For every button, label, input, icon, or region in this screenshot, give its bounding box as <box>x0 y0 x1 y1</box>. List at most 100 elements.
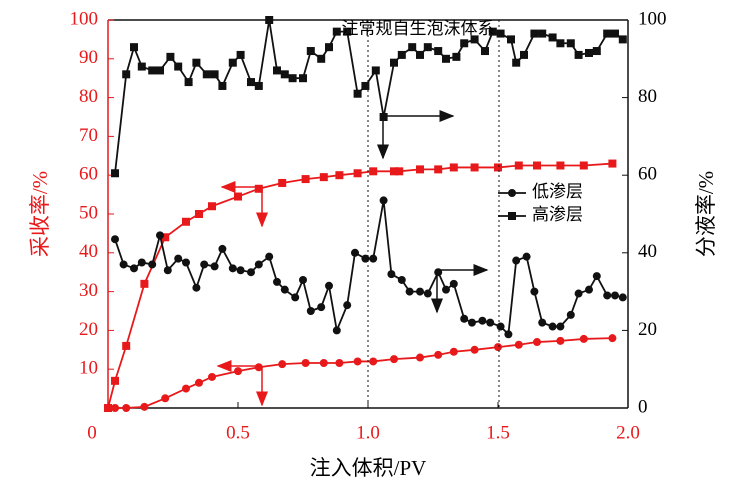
marker <box>325 281 333 290</box>
legend-label: 高渗层 <box>532 205 583 224</box>
marker <box>397 275 406 284</box>
y-tick-label: 30 <box>79 280 98 301</box>
annotation: 注常规自生泡沫体系 <box>342 19 495 38</box>
x-axis-label: 注入体积/PV <box>310 456 427 480</box>
marker <box>390 58 398 67</box>
marker <box>306 47 315 56</box>
marker <box>585 48 593 57</box>
y-tick-label: 10 <box>79 358 98 379</box>
marker <box>405 287 414 296</box>
marker <box>548 322 557 331</box>
marker <box>496 29 505 38</box>
marker <box>611 29 619 38</box>
marker <box>416 50 424 59</box>
marker <box>423 43 432 52</box>
marker <box>299 275 307 284</box>
marker <box>273 277 281 286</box>
marker <box>166 52 175 61</box>
marker <box>353 89 362 98</box>
marker <box>156 231 164 240</box>
y2-tick-label: 100 <box>638 8 667 29</box>
marker <box>387 270 396 279</box>
marker <box>449 279 458 288</box>
marker <box>468 318 476 327</box>
marker <box>280 285 289 294</box>
marker <box>470 163 479 172</box>
marker <box>111 169 120 178</box>
marker <box>504 330 513 339</box>
marker <box>592 272 601 281</box>
marker <box>195 210 203 218</box>
marker <box>449 163 458 172</box>
marker <box>434 165 443 174</box>
marker <box>325 43 333 52</box>
marker <box>161 394 170 403</box>
marker <box>288 74 297 83</box>
marker <box>140 402 149 411</box>
marker <box>122 341 131 350</box>
marker <box>361 81 370 90</box>
y2-tick-label: 40 <box>638 241 657 262</box>
marker <box>192 283 201 292</box>
marker <box>556 39 565 48</box>
marker <box>210 70 219 79</box>
y-tick-label: 100 <box>70 8 99 29</box>
marker <box>460 39 469 48</box>
marker <box>379 196 388 205</box>
marker <box>369 254 378 263</box>
marker <box>434 350 443 359</box>
marker <box>254 81 263 90</box>
marker <box>291 293 300 302</box>
marker <box>603 29 612 38</box>
marker <box>548 33 557 42</box>
marker <box>319 358 328 367</box>
marker <box>592 47 601 56</box>
marker <box>234 192 242 201</box>
marker <box>538 29 547 38</box>
marker <box>442 54 450 63</box>
marker <box>470 345 479 354</box>
marker <box>265 252 274 261</box>
marker <box>566 39 575 48</box>
legend-label: 低渗层 <box>532 182 583 201</box>
legend-marker <box>508 212 516 220</box>
marker <box>208 372 216 381</box>
series-line <box>107 162 613 409</box>
marker <box>481 47 489 56</box>
marker <box>195 378 203 387</box>
marker <box>361 254 370 263</box>
marker <box>104 404 112 412</box>
marker <box>182 258 190 267</box>
marker <box>130 43 138 52</box>
marker <box>111 404 120 412</box>
y-tick-label: 50 <box>79 202 98 223</box>
marker <box>236 50 245 59</box>
marker <box>566 310 575 319</box>
plot-area: 0.5 1.0 1.5 2.0 0 10 20 30 40 50 60 70 80 90 100 0 20 40 6… <box>70 8 667 443</box>
y-tick-label: 40 <box>79 241 98 262</box>
marker <box>530 29 539 38</box>
marker <box>228 58 237 67</box>
marker <box>496 322 505 331</box>
marker <box>533 161 541 170</box>
marker <box>184 78 193 87</box>
marker <box>332 326 341 335</box>
marker <box>247 78 255 87</box>
x-tick-label: 1.5 <box>486 422 510 443</box>
marker <box>218 244 227 253</box>
marker <box>119 260 128 269</box>
y-tick-label: 70 <box>79 125 98 146</box>
marker <box>579 161 588 170</box>
marker <box>111 235 120 244</box>
marker <box>556 322 565 331</box>
marker <box>254 260 263 269</box>
y2-axis-label: 分液率/% <box>694 171 718 257</box>
marker <box>574 289 583 298</box>
marker <box>395 167 404 176</box>
series-line <box>114 19 624 174</box>
x-tick-label: 0.5 <box>226 422 250 443</box>
marker <box>369 167 378 176</box>
marker <box>343 27 352 36</box>
marker <box>390 167 398 176</box>
marker <box>533 338 541 347</box>
